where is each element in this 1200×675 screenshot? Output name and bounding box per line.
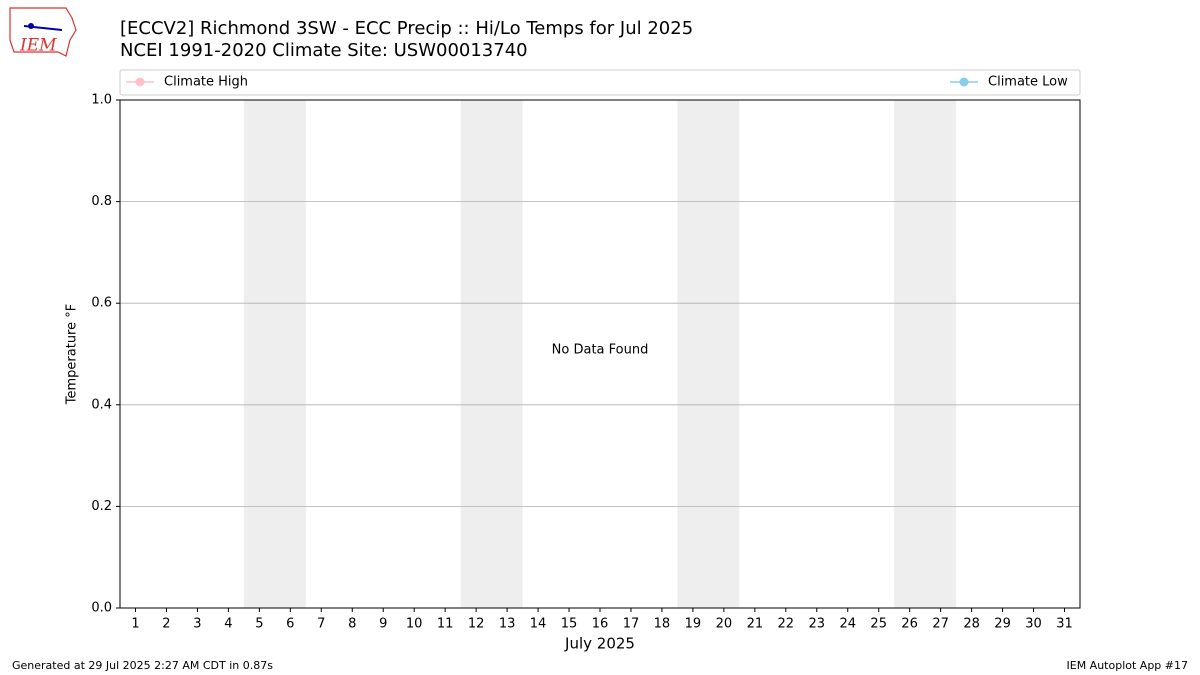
x-tick-label: 5 — [255, 617, 263, 632]
x-tick-label: 31 — [1056, 617, 1073, 632]
y-tick-label: 0.4 — [91, 397, 112, 412]
weekend-band — [243, 100, 306, 608]
x-tick-label: 29 — [994, 617, 1011, 632]
legend-label: Climate Low — [988, 75, 1068, 90]
legend-marker — [135, 77, 145, 87]
weekend-band — [894, 100, 957, 608]
x-tick-label: 12 — [468, 617, 485, 632]
x-axis-label: July 2025 — [564, 635, 635, 653]
logo-text: IEM — [19, 36, 57, 56]
x-tick-label: 9 — [379, 617, 387, 632]
x-tick-label: 11 — [437, 617, 454, 632]
logo-outline — [9, 7, 77, 57]
x-tick-label: 3 — [193, 617, 201, 632]
x-tick-label: 6 — [286, 617, 294, 632]
x-tick-label: 17 — [623, 617, 640, 632]
x-tick-label: 21 — [747, 617, 764, 632]
chart-title: [ECCV2] Richmond 3SW - ECC Precip :: Hi/… — [120, 18, 693, 39]
weekend-band — [460, 100, 523, 608]
legend-label: Climate High — [164, 75, 248, 90]
x-tick-label: 30 — [1025, 617, 1042, 632]
x-tick-label: 23 — [809, 617, 826, 632]
x-tick-label: 24 — [839, 617, 856, 632]
y-tick-label: 0.2 — [91, 499, 112, 514]
annotation: No Data Found — [552, 343, 649, 358]
y-tick-label: 0.0 — [91, 601, 112, 616]
x-tick-label: 28 — [963, 617, 980, 632]
x-tick-label: 27 — [932, 617, 949, 632]
x-tick-label: 22 — [778, 617, 795, 632]
legend: Climate High Climate Low — [119, 69, 1081, 96]
x-tick-label: 10 — [406, 617, 423, 632]
logo-icon — [28, 23, 34, 29]
plot-frame — [119, 99, 1081, 609]
legend-marker — [959, 77, 969, 87]
x-tick-label: 18 — [654, 617, 671, 632]
x-tick-label: 14 — [530, 617, 547, 632]
logo: IEM — [9, 7, 77, 57]
legend-frame — [119, 69, 1081, 96]
y-tick-label: 0.6 — [91, 296, 112, 311]
x-tick-label: 19 — [685, 617, 702, 632]
x-tick-label: 15 — [561, 617, 578, 632]
y-axis-label: Temperature °F — [65, 304, 80, 405]
x-tick-label: 7 — [317, 617, 325, 632]
x-tick-label: 8 — [348, 617, 356, 632]
x-tick-label: 1 — [131, 617, 139, 632]
x-tick-label: 4 — [224, 617, 232, 632]
x-tick-label: 25 — [870, 617, 887, 632]
weekend-band — [677, 100, 740, 608]
footer-left: Generated at 29 Jul 2025 2:27 AM CDT in … — [12, 659, 273, 672]
x-tick-label: 26 — [901, 617, 918, 632]
y-tick-label: 0.8 — [91, 194, 112, 209]
chart-subtitle: NCEI 1991-2020 Climate Site: USW00013740 — [120, 40, 528, 61]
x-tick-label: 13 — [499, 617, 516, 632]
x-tick-label: 20 — [716, 617, 733, 632]
x-tick-label: 2 — [162, 617, 170, 632]
y-tick-label: 1.0 — [91, 93, 112, 108]
footer-right: IEM Autoplot App #17 — [1067, 659, 1189, 672]
x-tick-label: 16 — [592, 617, 609, 632]
